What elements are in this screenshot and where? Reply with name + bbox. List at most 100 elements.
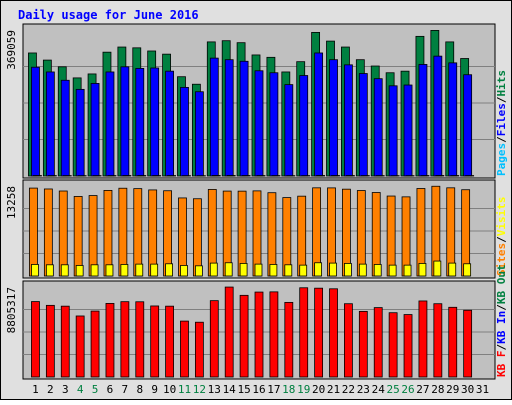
bar-kb-f	[464, 310, 472, 377]
bar-sites	[104, 190, 112, 276]
bar-files	[46, 72, 54, 176]
bar-kb-f	[166, 306, 174, 377]
bar-files	[240, 61, 248, 176]
bar-files	[166, 71, 174, 176]
bar-files	[464, 75, 472, 176]
bar-visits	[330, 263, 337, 276]
bar-kb-f	[330, 289, 338, 377]
bar-visits	[315, 263, 322, 276]
x-tick-label: 14	[223, 383, 237, 396]
legend-hits_files_pages: Pages/Files/Hits	[495, 70, 508, 176]
bar-visits	[195, 266, 202, 276]
bar-files	[121, 67, 129, 176]
bar-files	[61, 80, 69, 176]
bar-kb-f	[359, 311, 367, 377]
bar-kb-f	[434, 304, 442, 377]
bar-files	[195, 92, 203, 176]
x-tick-label: 1	[32, 383, 39, 396]
bar-sites	[74, 196, 82, 276]
x-tick-label: 9	[151, 383, 158, 396]
x-tick-label: 22	[342, 383, 355, 396]
bar-visits	[374, 264, 381, 276]
legend-kbytes: KB F/KB In/KB Out	[495, 264, 508, 377]
bar-files	[180, 87, 188, 176]
x-tick-label: 4	[77, 383, 84, 396]
bar-sites	[283, 198, 291, 276]
bar-kb-f	[31, 302, 39, 377]
bar-visits	[285, 265, 292, 276]
bar-pages	[317, 175, 325, 176]
bar-sites	[417, 188, 425, 276]
bar-visits	[300, 265, 307, 276]
x-tick-label: 10	[163, 383, 176, 396]
bar-kb-f	[404, 315, 412, 377]
x-tick-label: 29	[446, 383, 459, 396]
x-tick-label: 11	[178, 383, 191, 396]
legend-item-kb-in: KB In	[495, 311, 508, 344]
bar-sites	[193, 199, 201, 276]
x-tick-label: 30	[461, 383, 474, 396]
bar-files	[315, 53, 323, 176]
bar-visits	[255, 264, 262, 276]
legend-item-kb-f: KB F	[495, 351, 508, 378]
x-tick-label: 25	[387, 383, 400, 396]
bar-kb-f	[300, 288, 308, 377]
bar-pages	[212, 175, 220, 176]
bar-kb-f	[151, 306, 159, 377]
bar-visits	[106, 265, 113, 276]
x-tick-label: 23	[357, 383, 370, 396]
bar-kb-f	[419, 301, 427, 377]
bar-kb-f	[210, 301, 218, 377]
bar-pages	[436, 175, 444, 176]
bar-kb-f	[270, 292, 278, 377]
bar-visits	[225, 263, 232, 276]
legend-item-visits: Visits	[495, 197, 508, 237]
bar-sites	[59, 191, 67, 276]
x-tick-label: 24	[372, 383, 386, 396]
legend-visits_sites: Sites/Visits	[495, 197, 508, 277]
legend-item-kb-out: KB Out	[495, 264, 508, 304]
x-tick-label: 5	[92, 383, 99, 396]
bar-sites	[387, 196, 395, 276]
bar-sites	[29, 188, 37, 276]
bar-visits	[61, 265, 68, 276]
bar-visits	[434, 261, 441, 276]
bar-visits	[91, 265, 98, 276]
bar-visits	[359, 264, 366, 276]
bar-kb-f	[225, 287, 233, 377]
bar-pages	[227, 175, 235, 176]
bar-sites	[253, 191, 261, 276]
bar-files	[300, 76, 308, 176]
bar-visits	[389, 265, 396, 276]
x-tick-label: 7	[122, 383, 129, 396]
bar-kb-f	[344, 304, 352, 377]
bar-files	[374, 79, 382, 176]
bar-visits	[76, 265, 83, 276]
bar-kb-f	[315, 288, 323, 377]
bar-visits	[166, 264, 173, 276]
bar-sites	[149, 190, 157, 276]
bar-sites	[357, 191, 365, 276]
x-tick-label: 26	[401, 383, 414, 396]
x-tick-label: 12	[193, 383, 206, 396]
bar-files	[225, 60, 233, 176]
bar-visits	[449, 263, 456, 276]
bar-files	[389, 86, 397, 176]
bar-files	[106, 72, 114, 176]
bar-files	[449, 63, 457, 176]
bar-sites	[89, 196, 97, 276]
x-tick-label: 17	[267, 383, 280, 396]
bar-kb-f	[255, 292, 263, 377]
bar-visits	[210, 263, 217, 276]
bar-visits	[31, 264, 38, 276]
x-tick-label: 27	[416, 383, 429, 396]
x-tick-label: 15	[237, 383, 250, 396]
bar-files	[344, 65, 352, 176]
bar-files	[359, 74, 367, 176]
legend-item-hits: Hits	[495, 70, 508, 97]
bar-files	[151, 68, 159, 176]
bar-kb-f	[136, 302, 144, 377]
